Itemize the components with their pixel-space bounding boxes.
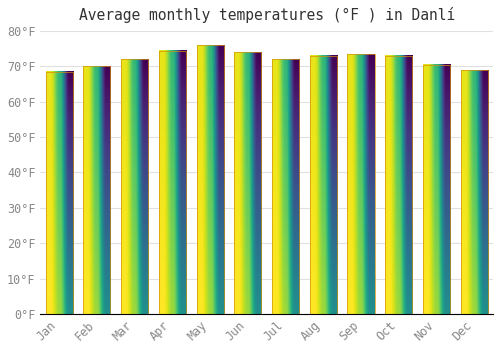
Title: Average monthly temperatures (°F ) in Danlí: Average monthly temperatures (°F ) in Da… [78, 7, 455, 23]
Bar [46, 72, 73, 314]
Bar [272, 60, 299, 314]
Bar [84, 66, 110, 314]
Bar [196, 45, 224, 314]
Bar [310, 56, 337, 314]
Bar [423, 65, 450, 314]
Bar [234, 52, 262, 314]
Bar [460, 70, 488, 314]
Bar [121, 60, 148, 314]
Bar [385, 56, 412, 314]
Bar [348, 54, 374, 314]
Bar [159, 50, 186, 314]
